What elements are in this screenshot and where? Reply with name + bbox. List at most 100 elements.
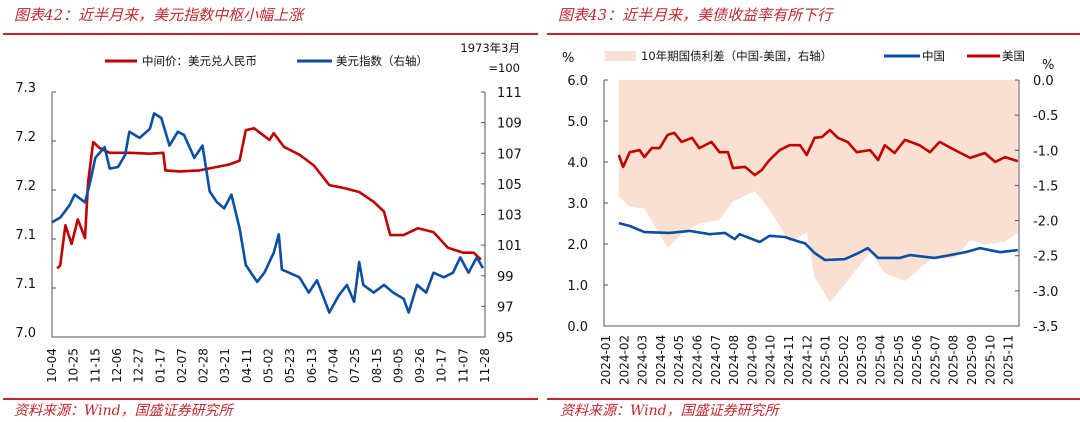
x-axis-tick-label: 2025-07 — [928, 335, 942, 385]
x-axis-tick-label: 2024-11 — [782, 335, 796, 385]
x-axis-tick-label: 12-27 — [132, 348, 146, 383]
left-axis-tick-label: 4.0 — [567, 156, 588, 171]
right-axis-tick-label: 0.0 — [1033, 74, 1054, 89]
x-axis-tick-label: 2024-09 — [745, 335, 759, 385]
legend-label-china: 中国 — [922, 49, 945, 63]
left-source-note: 资料来源：Wind，国盛证券研究所 — [14, 403, 233, 419]
x-axis-tick-label: 01-17 — [153, 348, 167, 383]
right-panel: 图表43：近半月来，美债收益率有所下行 0.0 1.0 2.0 3.0 4.0 5.0 6.… — [540, 0, 1080, 422]
legend-label-dollar-index: 美元指数（右轴） — [336, 54, 428, 68]
plot-frame — [51, 92, 486, 338]
x-axis-tick-label: 08-15 — [370, 348, 384, 383]
x-axis-tick-label: 06-13 — [305, 348, 319, 383]
x-axis-tick-label: 2025-01 — [819, 335, 833, 385]
right-axis-tick-label: 111 — [497, 86, 522, 101]
x-axis-tick-label: 07-25 — [348, 348, 362, 383]
left-axis-tick-label: 7.0 — [15, 326, 36, 341]
x-axis-tick-label: 07-04 — [326, 348, 340, 383]
legend-label-spread: 10年期国债利差（中国-美国，右轴） — [641, 49, 832, 63]
x-axis-tick-label: 2025-10 — [983, 335, 997, 385]
right-axis-tick-label: 109 — [497, 117, 522, 132]
x-axis-tick-label: 05-02 — [262, 348, 276, 383]
us-yield-line — [617, 128, 1019, 177]
x-axis-tick-label: 2025-02 — [837, 335, 851, 385]
right-axis-base-value: =100 — [488, 61, 520, 75]
x-axis-tick-label: 10-25 — [67, 348, 81, 383]
right-axis-tick-label: -3.5 — [1033, 320, 1058, 335]
left-title-rule — [3, 33, 538, 35]
usdcny-line — [56, 127, 482, 270]
x-axis-tick-label: 2025-03 — [855, 335, 869, 385]
right-axis-tick-label: -0.5 — [1033, 109, 1058, 124]
x-axis-tick-label: 2024-02 — [617, 335, 631, 385]
x-axis-tick-label: 11-07 — [456, 348, 470, 383]
left-axis-tick-label: 7.3 — [15, 81, 36, 96]
spread-area — [618, 80, 1018, 303]
right-axis-tick-label: -1.0 — [1033, 144, 1058, 159]
right-axis-tick-label: 107 — [497, 147, 522, 162]
x-axis-tick-label: 04-11 — [240, 348, 254, 383]
x-axis-tick-label: 09-05 — [391, 348, 405, 383]
right-axis-tick-label: 95 — [497, 331, 514, 346]
x-axis-tick-label: 03-21 — [218, 348, 232, 383]
x-axis-tick-label: 2025-06 — [910, 335, 924, 385]
x-axis-tick-label: 2024-01 — [599, 335, 613, 385]
x-axis-tick-label: 09-26 — [413, 348, 427, 383]
left-axis-tick-label: 5.0 — [567, 115, 588, 130]
left-axis-tick-label: 1.0 — [567, 279, 588, 294]
x-axis-tick-label: 2024-07 — [709, 335, 723, 385]
dollar-index-line — [51, 112, 485, 314]
right-axis-base-note: 1973年3月 — [460, 41, 520, 55]
right-axis-tick-label: 101 — [497, 239, 522, 254]
left-axis-tick-label: 7.2 — [15, 130, 36, 145]
right-axis-tick-label: -2.5 — [1033, 250, 1058, 265]
x-axis-tick-label: 2024-06 — [691, 335, 705, 385]
x-axis-tick-label: 2024-05 — [672, 335, 686, 385]
x-axis-tick-label: 2025-08 — [947, 335, 961, 385]
left-chart: 7.0 7.1 7.1 7.2 7.2 7.3 95 97 99 101 103 105 107 109 1… — [15, 41, 522, 383]
right-chart: 0.0 1.0 2.0 3.0 4.0 5.0 6.0 -3.5 -3.0 -2.5 -2.0 -1.… — [562, 49, 1058, 385]
china-yield-line — [618, 221, 1018, 262]
x-axis-tick-label: 2025-11 — [1002, 335, 1016, 385]
legend-swatch-spread — [605, 51, 636, 61]
x-axis-tick-label: 2024-10 — [764, 335, 778, 385]
right-axis-unit: % — [1042, 58, 1054, 73]
x-axis-tick-label: 2025-05 — [892, 335, 906, 385]
right-title-rule — [547, 33, 1080, 35]
left-axis-tick-label: 7.1 — [15, 228, 36, 243]
left-axis-tick-label: 7.1 — [15, 277, 36, 292]
left-axis-tick-label: 3.0 — [567, 197, 588, 212]
right-axis-tick-label: -2.0 — [1033, 215, 1058, 230]
left-footer-rule — [3, 398, 538, 400]
right-footer-rule — [547, 398, 1080, 400]
x-axis-tick-label: 02-07 — [175, 348, 189, 383]
x-axis-tick-label: 11-15 — [88, 348, 102, 383]
x-axis-tick-label: 10-04 — [45, 348, 59, 383]
legend-label-us: 美国 — [1002, 49, 1025, 63]
left-axis-tick-label: 7.2 — [15, 179, 36, 194]
left-axis-tick-label: 2.0 — [567, 238, 588, 253]
right-axis-tick-label: 105 — [497, 178, 522, 193]
x-axis-tick-label: 2024-04 — [654, 335, 668, 385]
x-axis-tick-label: 2025-09 — [965, 335, 979, 385]
x-axis-tick-label: 2025-04 — [874, 335, 888, 385]
x-axis-tick-label: 11-28 — [478, 348, 492, 383]
right-axis-tick-label: -1.5 — [1033, 179, 1058, 194]
x-axis-tick-label: 10-17 — [435, 348, 449, 383]
x-axis-tick-label: 02-28 — [197, 348, 211, 383]
left-axis-unit: % — [562, 51, 574, 66]
x-axis-tick-label: 05-23 — [283, 348, 297, 383]
right-axis-tick-label: 97 — [497, 300, 514, 315]
x-axis-tick-label: 2024-12 — [800, 335, 814, 385]
right-source-note: 资料来源：Wind，国盛证券研究所 — [560, 403, 779, 419]
right-axis-tick-label: 99 — [497, 270, 514, 285]
left-panel: 图表42：近半月来，美元指数中枢小幅上涨 7.0 7.1 7.1 7.2 7.2 7.3 9… — [3, 6, 538, 419]
left-axis-tick-label: 6.0 — [567, 74, 588, 89]
right-axis-tick-label: 103 — [497, 209, 522, 224]
right-chart-title: 图表43：近半月来，美债收益率有所下行 — [558, 6, 833, 24]
x-axis-tick-label: 2024-03 — [636, 335, 650, 385]
right-axis-tick-label: -3.0 — [1033, 285, 1058, 300]
legend-label-usdcny: 中间价：美元兑人民币 — [142, 54, 257, 68]
left-chart-title: 图表42：近半月来，美元指数中枢小幅上涨 — [14, 6, 304, 24]
x-axis-tick-label: 2024-08 — [727, 335, 741, 385]
